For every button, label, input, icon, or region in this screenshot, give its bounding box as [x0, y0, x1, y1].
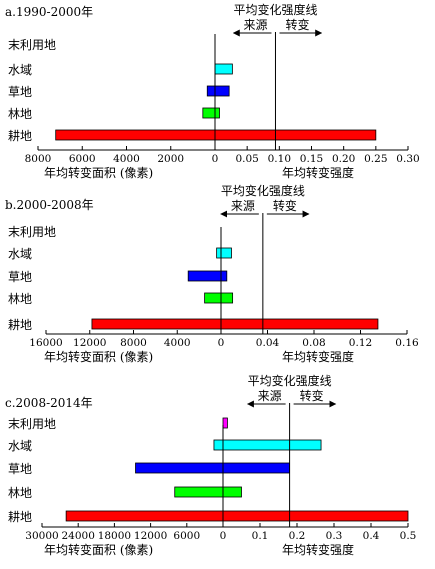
- category-label: 末利用地: [8, 417, 56, 431]
- left-tick-label: 8000: [120, 337, 147, 349]
- left-tick-label: 12000: [73, 337, 106, 349]
- right-tick-label: 0.1: [252, 530, 269, 542]
- left-tick-label: 4000: [164, 337, 191, 349]
- right-tick-label: 0.5: [400, 530, 417, 542]
- category-label: 草地: [8, 270, 32, 284]
- left-tick-label: 0: [212, 153, 219, 165]
- right-axis-label: 年均转变强度: [282, 349, 354, 364]
- category-label: 末利用地: [8, 38, 56, 52]
- bar-3: [187, 270, 228, 282]
- right-tick-label: 0.08: [302, 337, 325, 349]
- transition-label: 转变: [273, 198, 297, 213]
- right-tick-label: 0.4: [363, 530, 380, 542]
- bar-5: [55, 129, 377, 141]
- bar-1: [222, 417, 228, 429]
- right-tick-label: 0.3: [326, 530, 343, 542]
- bar-2: [213, 439, 322, 451]
- bar-5: [65, 510, 409, 522]
- right-tick-label: 0.15: [300, 153, 323, 165]
- left-tick-label: 6000: [173, 530, 200, 542]
- bar-2: [216, 247, 232, 259]
- average-line-label: 平均变化强度线: [248, 373, 332, 388]
- left-tick-label: 6000: [69, 153, 96, 165]
- right-tick-label: 0.25: [364, 153, 387, 165]
- right-tick-label: 0.2: [289, 530, 306, 542]
- category-label: 草地: [8, 462, 32, 476]
- left-axis-label: 年均转变面积 (像素): [44, 349, 153, 364]
- left-tick-label: 12000: [134, 530, 167, 542]
- category-label: 耕地: [8, 317, 32, 332]
- category-label: 林地: [8, 292, 32, 306]
- category-label: 水域: [8, 63, 32, 77]
- left-tick-label: 0: [218, 337, 225, 349]
- bar-5: [91, 318, 379, 330]
- source-label: 来源: [243, 18, 267, 32]
- right-tick-label: 0.12: [349, 337, 372, 349]
- bar-3: [206, 85, 230, 97]
- left-axis-label: 年均转变面积 (像素): [44, 165, 153, 180]
- panel-title: a.1990-2000年: [5, 5, 93, 19]
- source-label: 来源: [258, 389, 282, 403]
- left-axis-label: 年均转变面积 (像素): [44, 542, 153, 557]
- left-tick-label: 16000: [29, 337, 62, 349]
- transition-label: 转变: [285, 17, 309, 32]
- left-tick-label: 0: [220, 530, 227, 542]
- right-tick-label: 0.16: [395, 337, 419, 349]
- right-axis-label: 年均转变强度: [282, 542, 354, 557]
- category-label: 末利用地: [8, 225, 56, 239]
- right-tick-label: 0.05: [235, 153, 258, 165]
- right-tick-label: 0.10: [268, 153, 291, 165]
- left-tick-label: 30000: [25, 530, 58, 542]
- source-label: 来源: [231, 199, 255, 213]
- transition-label: 转变: [300, 388, 324, 403]
- category-label: 林地: [8, 486, 32, 500]
- right-tick-label: 0.20: [332, 153, 355, 165]
- bar-4: [174, 486, 242, 498]
- average-line-label: 平均变化强度线: [221, 183, 305, 198]
- right-tick-label: 0.04: [256, 337, 280, 349]
- category-label: 草地: [8, 85, 32, 99]
- category-label: 水域: [8, 439, 32, 453]
- left-tick-label: 4000: [113, 153, 140, 165]
- bar-3: [135, 462, 290, 474]
- panel-title: b.2000-2008年: [5, 198, 94, 212]
- left-tick-label: 2000: [157, 153, 184, 165]
- left-tick-label: 18000: [98, 530, 131, 542]
- bar-4: [202, 107, 220, 119]
- left-tick-label: 8000: [25, 153, 52, 165]
- bar-4: [204, 292, 234, 304]
- category-label: 耕地: [8, 128, 32, 143]
- category-label: 林地: [8, 107, 32, 121]
- right-tick-label: 0.30: [396, 153, 419, 165]
- bar-2: [214, 63, 233, 75]
- right-axis-label: 年均转变强度: [282, 165, 354, 180]
- category-label: 耕地: [8, 509, 32, 524]
- panel-title: c.2008-2014年: [5, 396, 93, 410]
- left-tick-label: 24000: [61, 530, 94, 542]
- average-line-label: 平均变化强度线: [233, 2, 317, 17]
- category-label: 水域: [8, 247, 32, 261]
